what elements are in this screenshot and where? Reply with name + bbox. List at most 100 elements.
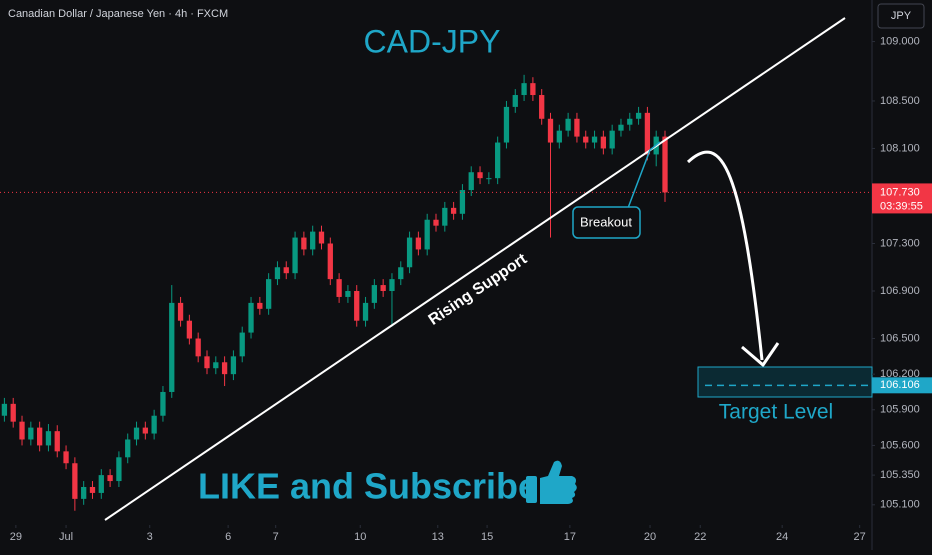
candle-body [345, 291, 351, 297]
y-tick-label: 105.100 [880, 499, 920, 511]
candle-body [521, 83, 527, 96]
candle-body [98, 475, 104, 493]
candle-body [495, 142, 501, 179]
y-tick-label: 108.100 [880, 142, 920, 154]
x-tick-label: 24 [776, 531, 788, 543]
candle-body [600, 136, 606, 149]
y-tick-label: 106.200 [880, 368, 920, 380]
candle-body [583, 136, 589, 143]
target-zone [697, 366, 873, 398]
candle-body [169, 302, 175, 392]
candle-body [433, 219, 439, 226]
price-label: 107.730 [880, 186, 920, 198]
candle-body [107, 475, 113, 482]
x-tick-label: 17 [564, 531, 576, 543]
candle-body [204, 356, 210, 369]
candle-body [310, 231, 316, 250]
candle-body [389, 279, 395, 292]
candle-body [459, 190, 466, 214]
candle-body [318, 231, 325, 244]
candle-body [19, 421, 25, 440]
candle-body [248, 302, 254, 333]
candle-body [125, 439, 131, 458]
candle-body [133, 427, 140, 440]
y-tick-label: 107.300 [880, 237, 920, 249]
candle-body [530, 83, 536, 96]
x-tick-label: 15 [481, 531, 493, 543]
candle-body [230, 356, 237, 375]
candle-body [627, 118, 633, 125]
candle-body [274, 267, 281, 280]
x-tick-label: 13 [432, 531, 444, 543]
y-tick-label: 106.500 [880, 332, 920, 344]
target-label-box [872, 377, 932, 394]
callout-line [627, 141, 661, 209]
candle-body [327, 243, 333, 280]
candle-body [301, 237, 307, 250]
candle-body [45, 431, 52, 446]
y-tick-label: 108.500 [880, 95, 920, 107]
price-label-box [872, 183, 932, 214]
y-tick-label: 109.000 [880, 35, 920, 47]
candle-body [89, 486, 96, 493]
countdown-label: 03:39:55 [880, 200, 923, 212]
target-price-label: 106.106 [880, 379, 920, 391]
projection-arrow [686, 150, 764, 361]
candle-body [450, 207, 457, 214]
candle-body [63, 451, 69, 464]
candle-body [266, 279, 272, 309]
candle-body [54, 431, 60, 452]
candle-body [415, 237, 422, 250]
arrow-head [741, 342, 780, 368]
x-tick-label: 22 [694, 531, 706, 543]
support-line [104, 17, 846, 521]
y-tick-label: 105.600 [880, 439, 920, 451]
chart-title: CAD-JPY [364, 23, 501, 59]
callout-label: Breakout [580, 214, 632, 229]
cta-text: LIKE and Subscribe [198, 466, 538, 507]
y-tick-label: 106.900 [880, 285, 920, 297]
candle-body [221, 362, 228, 375]
candle-body [477, 172, 483, 179]
x-tick-label: Jul [59, 531, 73, 543]
candle-body [380, 285, 386, 292]
y-tick-label: 105.350 [880, 469, 920, 481]
candle-body [468, 172, 474, 191]
x-tick-label: 20 [644, 531, 656, 543]
candle-body [257, 302, 263, 309]
candle-body [362, 302, 369, 321]
candle-body [186, 320, 193, 339]
currency-label: JPY [891, 10, 912, 22]
candle-body [644, 112, 651, 155]
candle-body [556, 130, 562, 143]
candle-body [574, 118, 580, 137]
candle-body [354, 291, 360, 321]
candle-body [292, 237, 298, 274]
target-label: Target Level [719, 401, 833, 424]
candle-body [142, 427, 148, 434]
candle-body [81, 486, 87, 499]
candle-body [618, 124, 624, 131]
x-tick-label: 29 [10, 531, 22, 543]
candle-body [160, 391, 166, 416]
candle-body [609, 130, 615, 149]
x-tick-label: 10 [354, 531, 366, 543]
candle-body [239, 332, 245, 357]
candle-body [486, 178, 492, 180]
x-tick-label: 6 [225, 531, 231, 543]
candle-body [10, 403, 16, 422]
candle-body [406, 237, 413, 268]
callout-box [572, 206, 641, 239]
symbol-header: Canadian Dollar / Japanese Yen · 4h · FX… [8, 8, 228, 20]
x-tick-label: 3 [147, 531, 153, 543]
x-tick-label: 27 [854, 531, 866, 543]
candle-body [195, 338, 201, 357]
candle-body [28, 427, 34, 440]
candle-body [591, 136, 598, 143]
candle-body [283, 267, 289, 274]
candle-body [1, 403, 8, 416]
candle-body [547, 118, 554, 143]
thumbs-up-icon [526, 460, 577, 504]
x-tick-label: 7 [273, 531, 279, 543]
currency-box [877, 3, 925, 29]
